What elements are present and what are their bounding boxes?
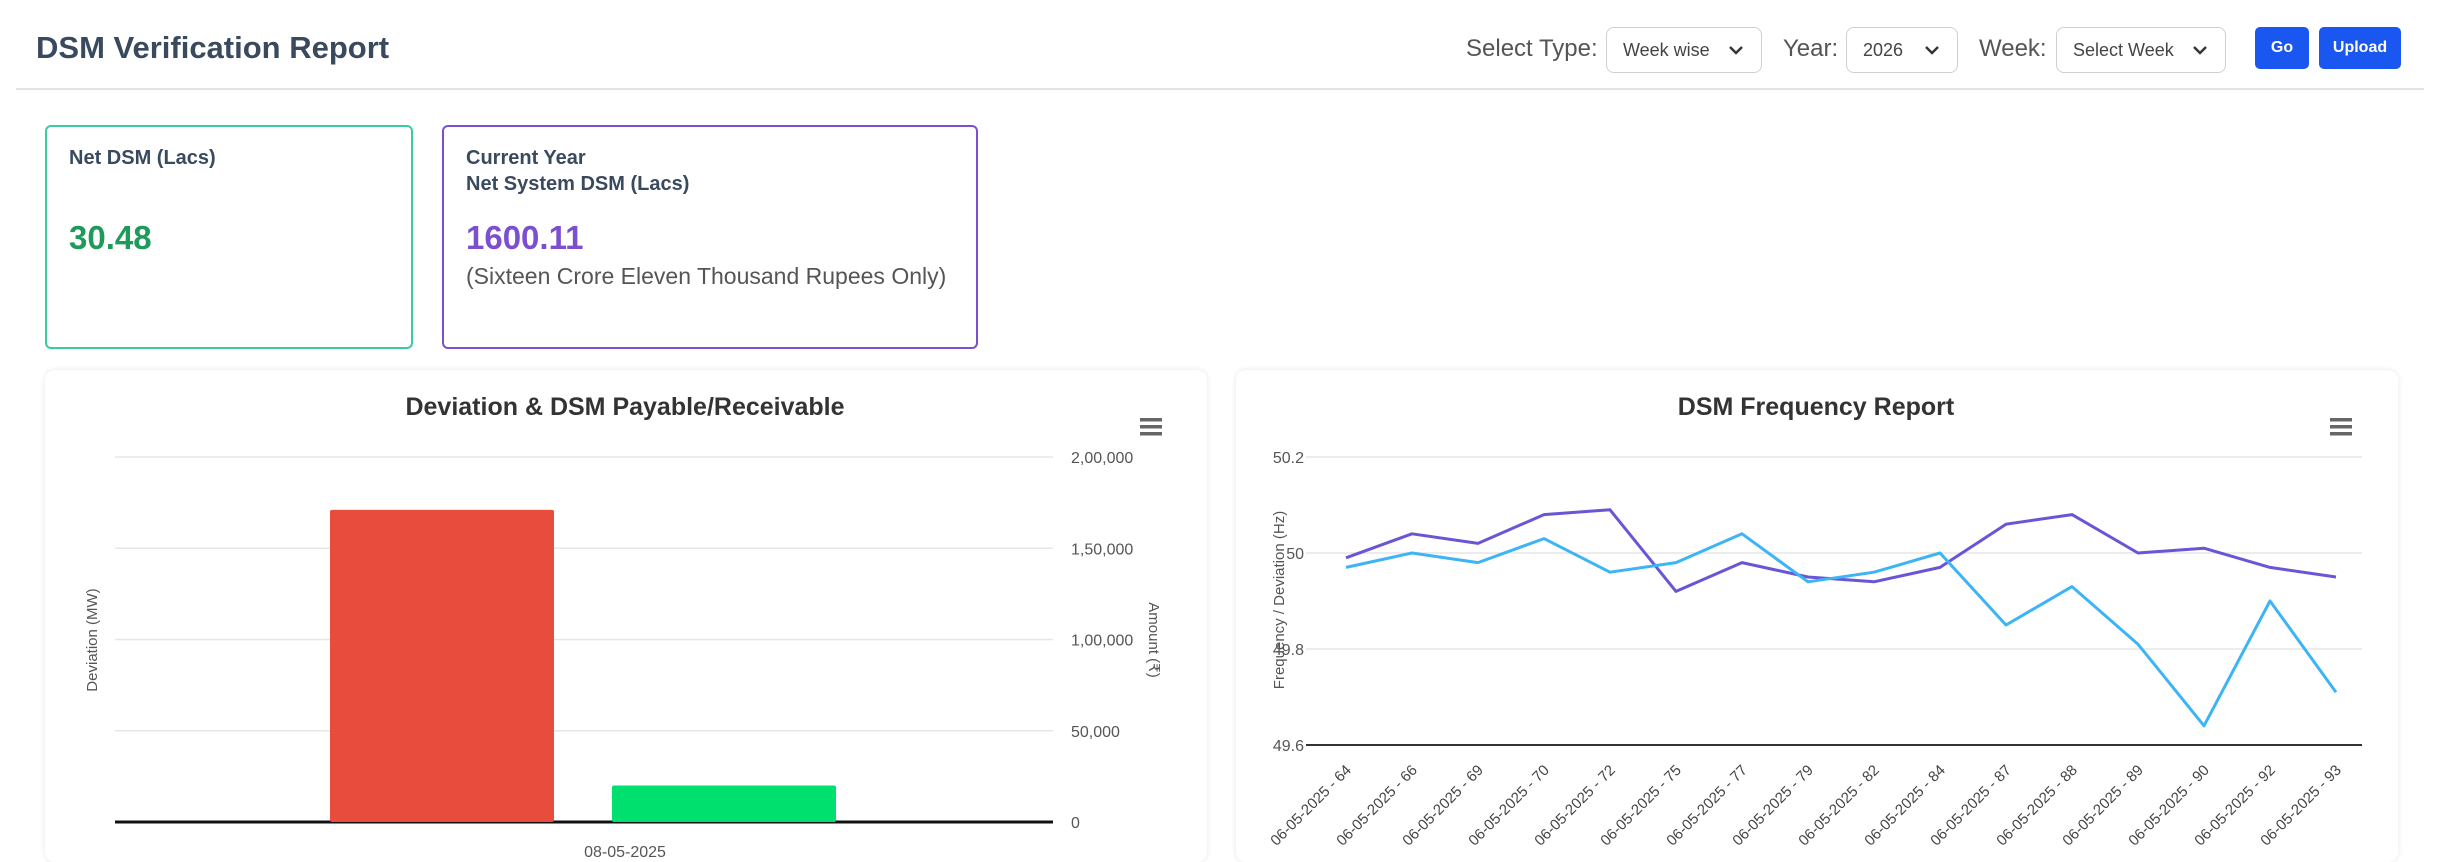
series-line[interactable]: [1345, 508, 2337, 593]
y-axis-tick-label: 0: [1071, 815, 1080, 832]
y-axis-tick-label: 50.2: [1273, 450, 1304, 467]
select-type-label: Select Type:: [1466, 35, 1598, 62]
year-dropdown[interactable]: 2026: [1846, 27, 1958, 73]
y-axis-tick-label: 50: [1286, 546, 1304, 563]
deviation-chart-panel: Deviation & DSM Payable/Receivable Devia…: [45, 370, 1207, 862]
y-axis-tick-label: 1,00,000: [1071, 633, 1133, 650]
select-type-value: Week wise: [1623, 39, 1710, 60]
bar[interactable]: [330, 509, 554, 822]
y-axis-right-label: Amount (₹): [1145, 602, 1162, 677]
y-axis-tick-label: 1,50,000: [1071, 541, 1133, 558]
page-header: DSM Verification Report Select Type: Wee…: [0, 0, 2440, 92]
frequency-chart: DSM Frequency Report Frequency / Deviati…: [1267, 393, 2362, 849]
week-value: Select Week: [2073, 39, 2174, 60]
chart-menu-icon[interactable]: [1140, 418, 1162, 436]
system-dsm-value: 1600.11: [466, 219, 584, 256]
net-dsm-label: Net DSM (Lacs): [69, 147, 216, 169]
y-axis-tick-label: 50,000: [1071, 724, 1120, 741]
select-type-dropdown[interactable]: Week wise: [1606, 27, 1762, 73]
week-dropdown[interactable]: Select Week: [2056, 27, 2226, 73]
y-axis-label: Frequency / Deviation (Hz): [1271, 511, 1288, 689]
bar[interactable]: [612, 785, 836, 823]
page-title: DSM Verification Report: [36, 30, 390, 65]
chart-title: Deviation & DSM Payable/Receivable: [405, 393, 844, 421]
net-dsm-value: 30.48: [69, 219, 152, 256]
system-dsm-label-line2: Net System DSM (Lacs): [466, 173, 690, 195]
chevron-down-icon: [1729, 46, 1743, 55]
series-line[interactable]: [1345, 532, 2338, 728]
system-dsm-card: Current Year Net System DSM (Lacs) 1600.…: [442, 125, 978, 349]
chart-menu-icon[interactable]: [2330, 418, 2352, 436]
y-axis-tick-label: 49.8: [1273, 642, 1304, 659]
y-axis-label: Deviation (MW): [84, 588, 101, 691]
upload-button[interactable]: Upload: [2319, 27, 2401, 69]
x-axis-category-label: 08-05-2025: [584, 844, 666, 861]
frequency-chart-panel: DSM Frequency Report Frequency / Deviati…: [1236, 370, 2398, 862]
chevron-down-icon: [1925, 46, 1939, 55]
year-label: Year:: [1783, 35, 1839, 62]
net-dsm-card: Net DSM (Lacs) 30.48: [45, 125, 413, 349]
y-axis-tick-label: 2,00,000: [1071, 450, 1133, 467]
chart-title: DSM Frequency Report: [1678, 393, 1955, 421]
system-dsm-words: (Sixteen Crore Eleven Thousand Rupees On…: [466, 263, 947, 289]
system-dsm-label-line1: Current Year: [466, 147, 586, 169]
week-label: Week:: [1979, 35, 2047, 62]
y-axis-tick-label: 49.6: [1273, 738, 1304, 755]
header-divider: [16, 88, 2424, 90]
deviation-chart: Deviation & DSM Payable/Receivable Devia…: [84, 393, 1162, 861]
chevron-down-icon: [2193, 46, 2207, 55]
go-button[interactable]: Go: [2255, 27, 2309, 69]
year-value: 2026: [1863, 39, 1904, 60]
